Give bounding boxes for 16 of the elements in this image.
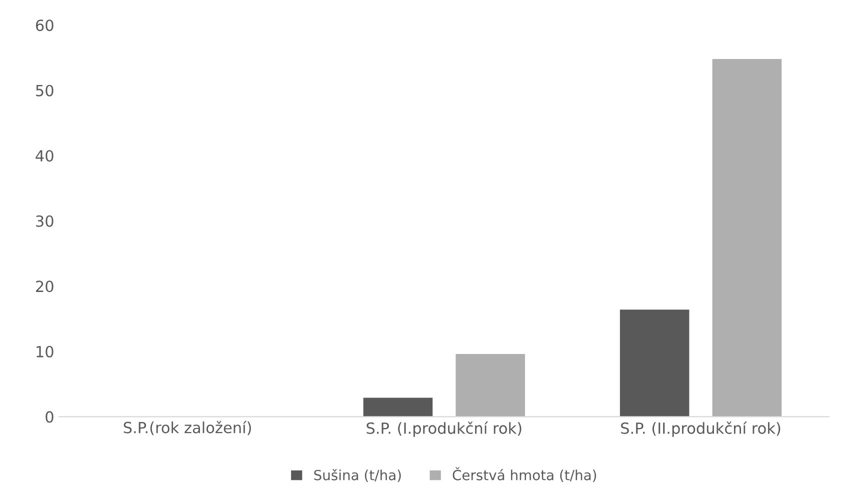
bar xyxy=(712,59,782,417)
legend-label: Sušina (t/ha) xyxy=(314,469,401,482)
y-tick-label: 0 xyxy=(46,411,54,423)
x-tick-label: S.P. (II.produkční rok) xyxy=(621,422,780,437)
y-tick-label: 20 xyxy=(36,280,54,292)
y-tick-label: 30 xyxy=(36,215,54,227)
bar xyxy=(620,310,690,417)
y-tick-label: 40 xyxy=(36,150,54,162)
y-tick-label: 50 xyxy=(36,84,54,96)
bar xyxy=(363,398,433,417)
legend-label: Čerstvá hmota (t/ha) xyxy=(452,467,596,482)
x-tick-label: S.P.(rok založení) xyxy=(124,420,251,436)
bar xyxy=(456,354,525,417)
x-tick-label: S.P. (I.produkční rok) xyxy=(366,422,522,437)
y-tick-label: 10 xyxy=(36,346,54,358)
y-tick-label: 60 xyxy=(36,20,54,32)
